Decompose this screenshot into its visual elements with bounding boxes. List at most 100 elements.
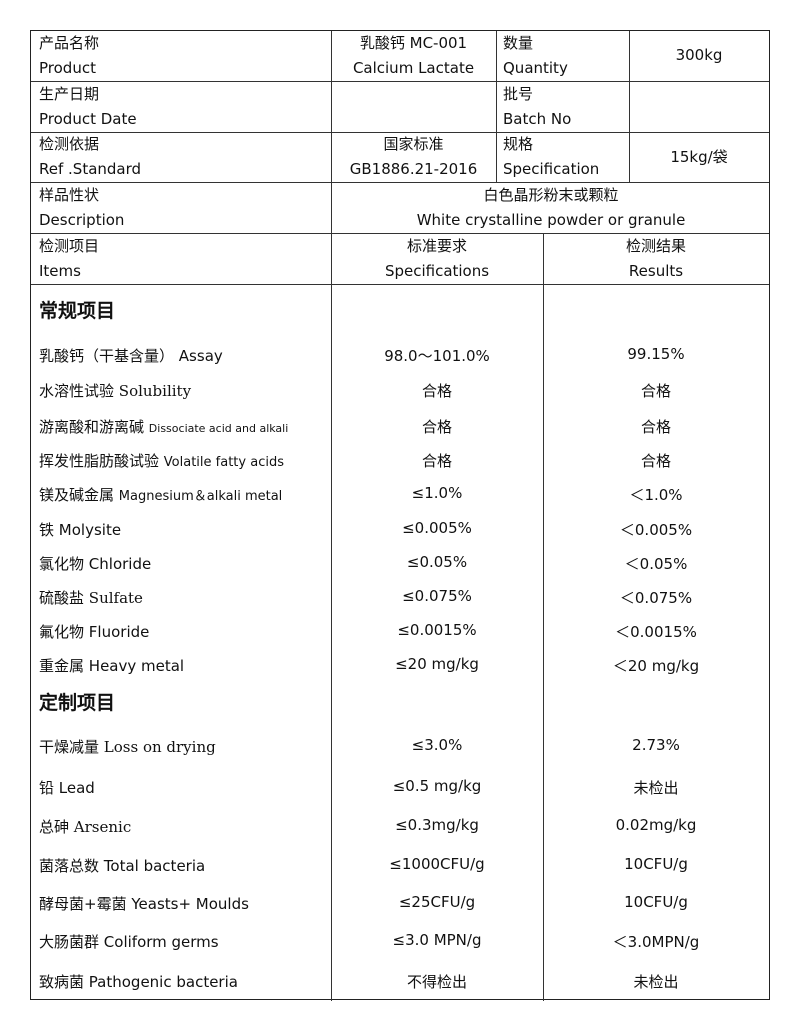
table-row: 镁及碱金属 Magnesium＆alkali metal ≤1.0% ＜1.0% xyxy=(31,478,771,508)
item-specification: ≤3.0 MPN/g xyxy=(392,931,482,949)
item-name-cn: 总砷 xyxy=(39,818,70,836)
item-name-en: Chloride xyxy=(88,555,152,573)
item-name-en: Sulfate xyxy=(88,589,143,607)
table-row: 致病菌 Pathogenic bacteria 不得检出 未检出 xyxy=(31,965,771,995)
spec-value: 15kg/袋 xyxy=(670,148,728,166)
row-divider xyxy=(31,132,769,133)
item-specification: 合格 xyxy=(421,418,452,436)
item-name: 游离酸和游离碱 Dissociate acid and alkali xyxy=(39,416,288,437)
item-specification: ≤20 mg/kg xyxy=(395,655,479,673)
item-result: 合格 xyxy=(640,452,671,470)
item-name: 菌落总数 Total bacteria xyxy=(39,855,205,876)
description-label: 样品性状 Description xyxy=(39,186,125,229)
batch-label: 批号 Batch No xyxy=(503,85,572,128)
item-name-en: Coliform germs xyxy=(103,933,219,951)
item-result: 99.15% xyxy=(627,345,685,363)
item-name-cn: 重金属 xyxy=(39,657,85,675)
item-name-cn: 氟化物 xyxy=(39,623,85,641)
item-name-en: Magnesium＆alkali metal xyxy=(118,489,283,504)
item-name: 氯化物 Chloride xyxy=(39,553,151,574)
quantity-label: 数量 Quantity xyxy=(503,34,568,77)
table-row: 干燥减量 Loss on drying ≤3.0% 2.73% xyxy=(31,730,771,760)
item-name-cn: 菌落总数 xyxy=(39,857,100,875)
item-name-cn: 大肠菌群 xyxy=(39,933,100,951)
column-divider xyxy=(543,233,544,1001)
item-specification: ≤1.0% xyxy=(411,484,463,502)
quantity-value: 300kg xyxy=(675,46,723,64)
item-result: ＜0.0015% xyxy=(615,623,697,641)
item-name-cn: 酵母菌+霉菌 xyxy=(39,895,127,913)
item-name-en: Dissociate acid and alkali xyxy=(148,422,289,435)
item-name: 重金属 Heavy metal xyxy=(39,655,184,676)
row-divider xyxy=(31,284,769,285)
item-name-en: Assay xyxy=(178,347,223,365)
specifications-header: 标准要求 Specifications xyxy=(384,237,490,280)
item-name-cn: 硫酸盐 xyxy=(39,589,85,607)
item-name-cn: 氯化物 xyxy=(39,555,85,573)
item-name: 干燥减量 Loss on drying xyxy=(39,736,216,757)
item-result: ＜0.005% xyxy=(619,521,693,539)
column-divider xyxy=(496,31,497,182)
item-name: 挥发性脂肪酸试验 Volatile fatty acids xyxy=(39,450,284,471)
item-name-en: Arsenic xyxy=(73,818,132,836)
item-specification: ≤0.05% xyxy=(406,553,468,571)
item-result: 合格 xyxy=(640,418,671,436)
item-name-cn: 铅 xyxy=(39,779,55,797)
table-row: 总砷 Arsenic ≤0.3mg/kg 0.02mg/kg xyxy=(31,810,771,840)
table-row: 铁 Molysite ≤0.005% ＜0.005% xyxy=(31,513,771,543)
item-name: 大肠菌群 Coliform germs xyxy=(39,931,219,952)
item-specification: ≤25CFU/g xyxy=(398,893,476,911)
item-name-en: Pathogenic bacteria xyxy=(88,973,238,991)
standard-label: 检测依据 Ref .Standard xyxy=(39,135,142,178)
item-specification: ≤0.0015% xyxy=(397,621,477,639)
table-row: 重金属 Heavy metal ≤20 mg/kg ＜20 mg/kg xyxy=(31,649,771,679)
item-result: 10CFU/g xyxy=(624,893,688,911)
item-name-cn: 铁 xyxy=(39,521,55,539)
item-name-en: Yeasts+ Moulds xyxy=(131,895,249,913)
row-divider xyxy=(31,233,769,234)
item-name-en: Fluoride xyxy=(88,623,150,641)
table-row: 水溶性试验 Solubility 合格 合格 xyxy=(31,374,771,404)
item-name-en: Total bacteria xyxy=(103,857,206,875)
item-result: 10CFU/g xyxy=(624,855,688,873)
item-result: ＜0.075% xyxy=(619,589,693,607)
item-name: 硫酸盐 Sulfate xyxy=(39,587,143,608)
table-row: 酵母菌+霉菌 Yeasts+ Moulds ≤25CFU/g 10CFU/g xyxy=(31,887,771,917)
item-specification: ≤0.3mg/kg xyxy=(395,816,479,834)
column-divider xyxy=(629,31,630,182)
table-row: 乳酸钙（干基含量） Assay 98.0～101.0% 99.15% xyxy=(31,339,771,369)
item-result: ＜3.0MPN/g xyxy=(612,933,700,951)
item-specification: ≤0.5 mg/kg xyxy=(392,777,482,795)
spec-label: 规格 Specification xyxy=(503,135,600,178)
column-divider xyxy=(331,31,332,1001)
item-specification: ≤3.0% xyxy=(411,736,463,754)
item-result: ＜20 mg/kg xyxy=(612,657,700,675)
item-name-en: Volatile fatty acids xyxy=(163,455,284,470)
item-result: ＜1.0% xyxy=(629,486,683,504)
item-name: 镁及碱金属 Magnesium＆alkali metal xyxy=(39,484,282,505)
table-row: 氯化物 Chloride ≤0.05% ＜0.05% xyxy=(31,547,771,577)
table-row: 挥发性脂肪酸试验 Volatile fatty acids 合格 合格 xyxy=(31,444,771,474)
item-name-cn: 致病菌 xyxy=(39,973,85,991)
item-name-en: Solubility xyxy=(118,382,192,400)
item-name-en: Molysite xyxy=(58,521,122,539)
item-name-cn: 游离酸和游离碱 xyxy=(39,418,145,436)
item-name-cn: 干燥减量 xyxy=(39,738,100,756)
table-row: 游离酸和游离碱 Dissociate acid and alkali 合格 合格 xyxy=(31,410,771,440)
item-specification: 合格 xyxy=(421,382,452,400)
row-divider xyxy=(31,182,769,183)
item-name-cn: 镁及碱金属 xyxy=(39,486,115,504)
product-value: 乳酸钙 MC-001 Calcium Lactate xyxy=(352,34,475,77)
item-name: 乳酸钙（干基含量） Assay xyxy=(39,345,223,366)
table-row: 硫酸盐 Sulfate ≤0.075% ＜0.075% xyxy=(31,581,771,611)
row-divider xyxy=(31,81,769,82)
item-name-en: Heavy metal xyxy=(88,657,185,675)
item-name-cn: 乳酸钙（干基含量） xyxy=(39,347,175,365)
item-name: 致病菌 Pathogenic bacteria xyxy=(39,971,238,992)
certificate-of-analysis-table: 产品名称 Product 乳酸钙 MC-001 Calcium Lactate 数量… xyxy=(30,30,771,1001)
table-row: 菌落总数 Total bacteria ≤1000CFU/g 10CFU/g xyxy=(31,849,771,879)
table-row: 铅 Lead ≤0.5 mg/kg 未检出 xyxy=(31,771,771,801)
item-result: 未检出 xyxy=(633,973,679,991)
item-specification: 不得检出 xyxy=(406,973,467,991)
item-specification: 98.0～101.0% xyxy=(384,347,490,365)
